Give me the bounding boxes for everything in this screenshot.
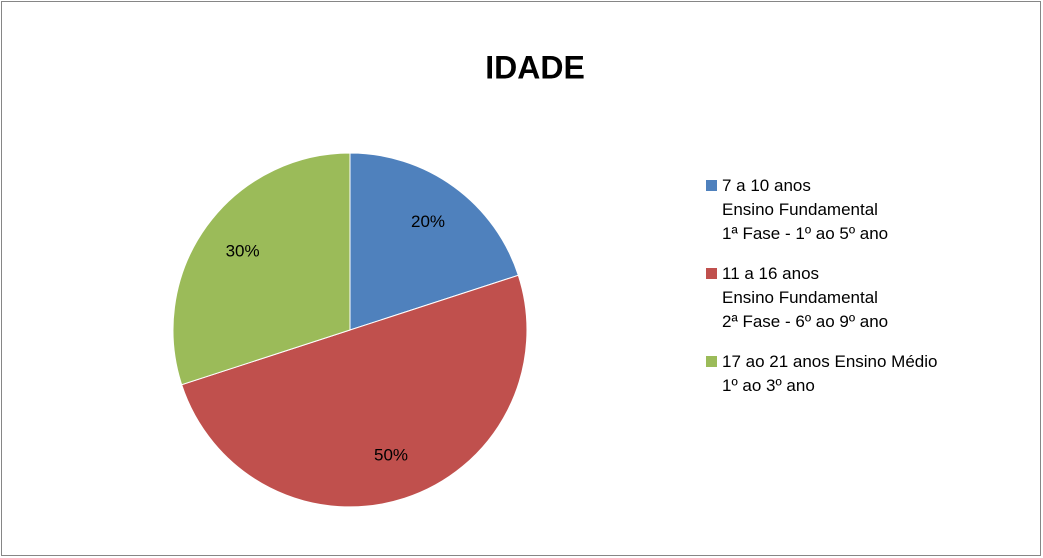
legend-label: 7 a 10 anos Ensino Fundamental 1ª Fase -… bbox=[722, 176, 889, 243]
legend-label: 17 ao 21 anos Ensino Médio 1º ao 3º ano bbox=[722, 352, 938, 395]
pie-slice bbox=[172, 152, 351, 386]
data-label: 50% bbox=[374, 446, 408, 465]
pie-slice bbox=[181, 274, 528, 508]
legend-item: 11 a 16 anos Ensino Fundamental 2ª Fase … bbox=[706, 262, 888, 334]
pie-slice bbox=[349, 152, 519, 331]
data-label: 20% bbox=[411, 212, 445, 231]
legend-swatch bbox=[706, 180, 717, 191]
data-label: 30% bbox=[226, 241, 260, 260]
chart-title: IDADE bbox=[485, 49, 585, 85]
legend-item: 17 ao 21 anos Ensino Médio 1º ao 3º ano bbox=[706, 350, 938, 398]
legend-label: 11 a 16 anos Ensino Fundamental 2ª Fase … bbox=[722, 264, 889, 331]
legend-swatch bbox=[706, 356, 717, 367]
legend-item: 7 a 10 anos Ensino Fundamental 1ª Fase -… bbox=[706, 174, 888, 246]
legend-swatch bbox=[706, 268, 717, 279]
